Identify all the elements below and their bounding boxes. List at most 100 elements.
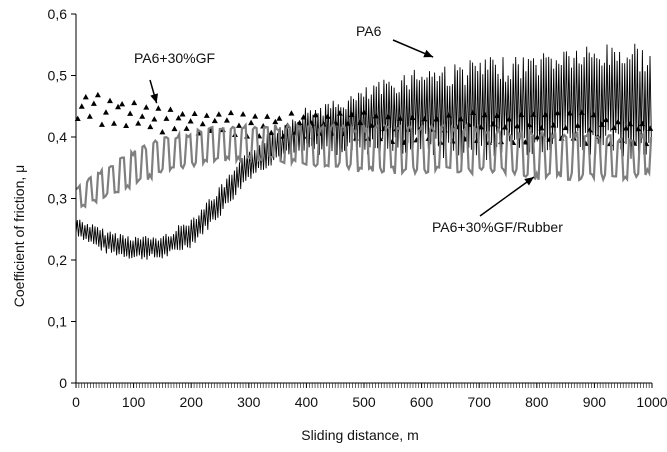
data-point-marker	[151, 116, 158, 122]
data-point-marker	[135, 120, 142, 126]
data-point-marker	[361, 109, 367, 115]
data-point-marker	[409, 114, 416, 120]
data-point-marker	[477, 123, 484, 130]
data-point-marker	[223, 117, 230, 123]
data-point-marker	[175, 114, 182, 121]
data-point-marker	[300, 114, 307, 120]
data-point-marker	[215, 111, 222, 117]
x-tick-label: 300	[237, 394, 261, 410]
x-tick-label: 800	[525, 394, 549, 410]
data-point-marker	[385, 113, 392, 120]
data-point-marker	[288, 110, 295, 116]
data-point-marker	[602, 116, 609, 123]
annotation-arrow	[479, 176, 535, 217]
x-tick-label: 600	[410, 394, 434, 410]
y-tick-label: 0	[59, 375, 67, 391]
x-axis-title: Sliding distance, m	[301, 427, 419, 443]
data-point-marker	[78, 103, 85, 109]
data-point-marker	[469, 109, 476, 115]
data-point-marker	[457, 116, 464, 122]
data-point-marker	[115, 103, 122, 110]
data-point-marker	[550, 122, 557, 128]
data-point-marker	[502, 124, 509, 130]
data-point-marker	[82, 93, 89, 100]
data-point-marker	[90, 100, 97, 106]
data-point-marker	[356, 119, 363, 126]
data-point-marker	[276, 115, 283, 121]
x-tick-label: 400	[295, 394, 319, 410]
data-point-marker	[522, 139, 529, 145]
x-tick-label: 1000	[636, 394, 667, 410]
data-point-marker	[252, 113, 259, 119]
y-tick-label: 0,3	[48, 191, 68, 207]
data-point-marker	[481, 111, 488, 118]
data-point-marker	[610, 124, 617, 130]
data-point-marker	[106, 97, 113, 104]
data-point-marker	[369, 122, 376, 128]
x-tick-label: 200	[180, 394, 204, 410]
series-pa6	[75, 43, 652, 260]
data-point-marker	[203, 112, 210, 118]
annotation-label: PA6+30%GF	[134, 50, 215, 66]
x-tick-label: 900	[583, 394, 607, 410]
data-point-marker	[324, 113, 331, 119]
data-point-marker	[240, 111, 247, 117]
data-point-marker	[578, 109, 585, 115]
data-point-marker	[167, 106, 174, 112]
data-point-marker	[179, 111, 186, 117]
data-point-marker	[312, 111, 319, 118]
x-tick-label: 0	[72, 394, 80, 410]
series-pa6-30-gf-rubber	[75, 121, 653, 209]
data-point-marker	[248, 119, 255, 126]
data-point-marker	[143, 104, 150, 110]
data-point-marker	[566, 110, 573, 116]
data-point-marker	[586, 126, 593, 133]
data-point-marker	[296, 119, 303, 126]
arrowhead	[423, 49, 434, 58]
data-point-marker	[639, 120, 646, 127]
data-point-marker	[574, 122, 581, 128]
data-point-marker	[119, 100, 126, 107]
data-point-marker	[199, 120, 206, 127]
data-point-marker	[623, 125, 630, 131]
data-point-marker	[264, 113, 271, 119]
data-point-marker	[320, 121, 327, 127]
data-point-marker	[155, 105, 162, 111]
series-line	[75, 43, 652, 260]
data-point-marker	[526, 121, 533, 128]
y-axis-title: Coefficient of friction, μ	[11, 165, 27, 307]
data-point-marker	[268, 129, 275, 136]
data-point-marker	[635, 125, 642, 132]
annotation-label: PA6	[356, 23, 382, 39]
data-point-marker	[530, 111, 537, 117]
data-point-marker	[348, 111, 355, 118]
data-point-marker	[494, 112, 501, 119]
data-point-marker	[163, 115, 170, 121]
data-point-marker	[534, 134, 541, 140]
data-point-marker	[227, 109, 234, 116]
data-point-marker	[147, 123, 154, 130]
series-line	[75, 121, 653, 209]
data-point-marker	[187, 118, 194, 124]
data-point-marker	[518, 111, 525, 118]
annotation-label: PA6+30%GF/Rubber	[432, 219, 563, 235]
data-point-marker	[139, 113, 146, 119]
data-point-marker	[171, 125, 178, 132]
x-tick-label: 700	[468, 394, 492, 410]
data-point-marker	[236, 122, 243, 128]
data-point-marker	[183, 125, 190, 131]
data-point-marker	[598, 121, 605, 127]
data-point-marker	[562, 124, 569, 131]
data-point-marker	[344, 120, 351, 126]
x-tick-label: 500	[352, 394, 376, 410]
data-point-marker	[159, 129, 166, 135]
arrowhead	[524, 176, 534, 186]
data-point-marker	[127, 110, 134, 116]
data-point-marker	[554, 109, 561, 116]
data-point-marker	[272, 118, 279, 125]
y-tick-label: 0,1	[48, 314, 68, 330]
data-point-marker	[397, 115, 404, 121]
data-point-marker	[102, 109, 109, 115]
